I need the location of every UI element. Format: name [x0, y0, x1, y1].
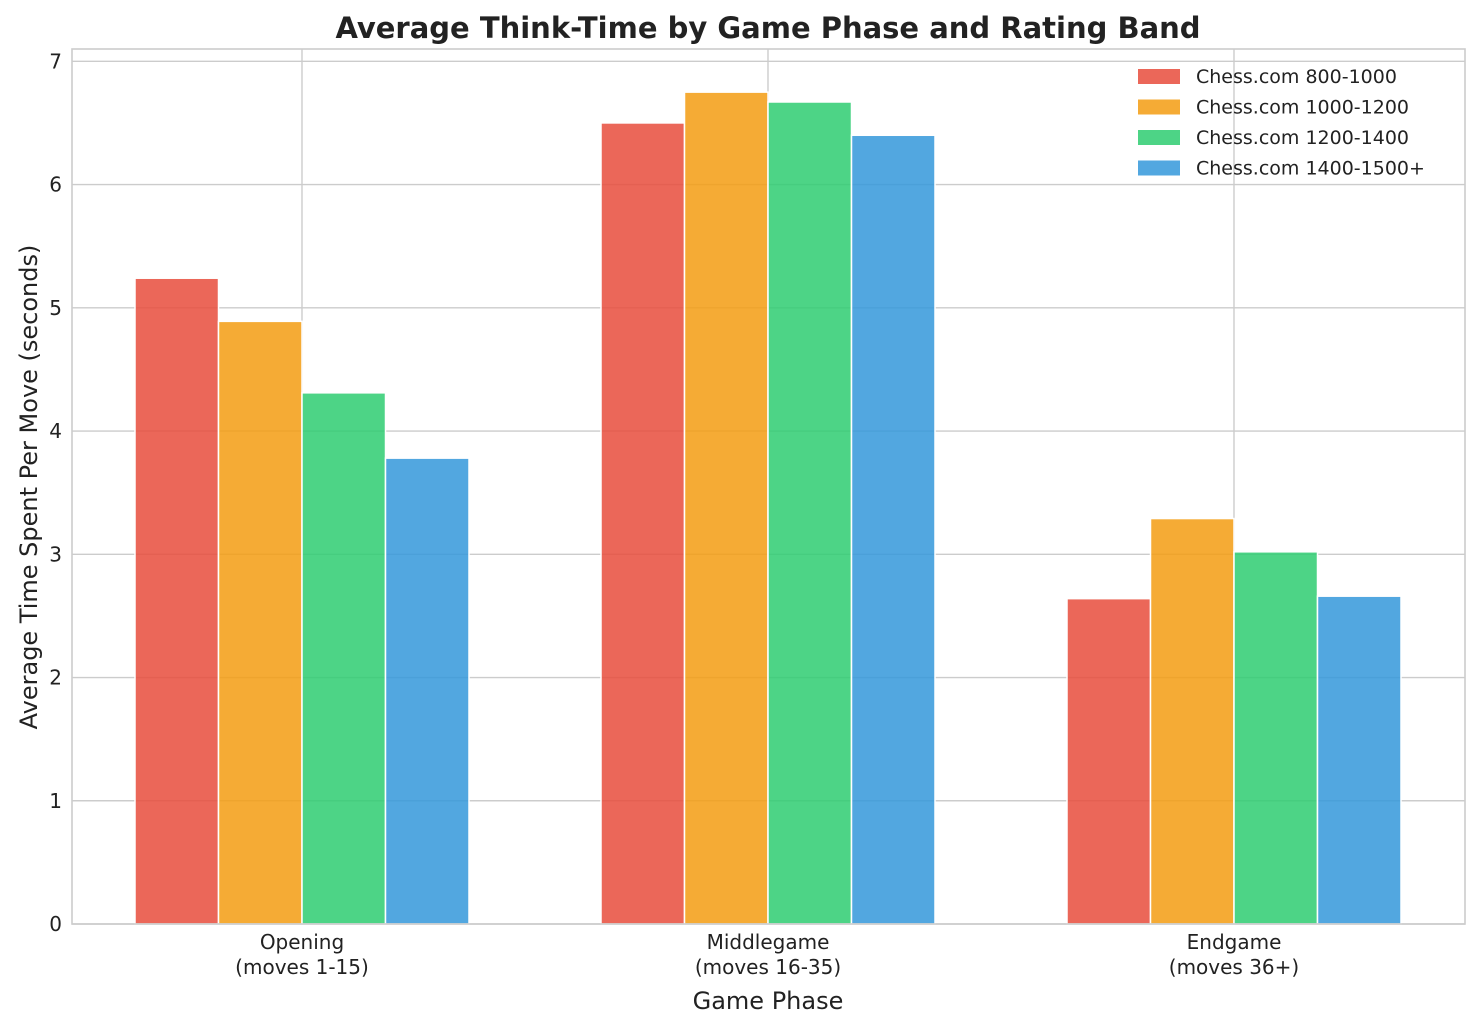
legend-swatch: [1138, 160, 1180, 176]
bar: [683, 91, 769, 925]
bar: [1316, 595, 1402, 925]
bar: [1233, 551, 1319, 925]
bar: [1149, 517, 1235, 925]
chart-title: Average Think-Time by Game Phase and Rat…: [335, 11, 1200, 45]
bar: [217, 320, 303, 925]
x-axis-ticks: Opening(moves 1-15) Middlegame(moves 16-3…: [235, 930, 1299, 979]
bar: [134, 277, 220, 925]
bars: [134, 91, 1402, 925]
y-axis-ticks: 0 1 2 3 4 5 6 7: [49, 49, 62, 936]
y-tick-label: 6: [49, 173, 62, 197]
legend-label: Chess.com 800-1000: [1196, 66, 1397, 88]
legend-swatch: [1138, 130, 1180, 145]
y-tick-label: 3: [49, 542, 62, 566]
y-tick-label: 7: [49, 49, 62, 73]
legend: Chess.com 800-1000 Chess.com 1000-1200 Che…: [1138, 66, 1425, 180]
y-axis-label: Average Time Spent Per Move (seconds): [15, 245, 43, 730]
legend-swatch: [1138, 99, 1180, 115]
x-tick-label: (moves 1-15): [235, 955, 369, 979]
bar: [301, 392, 387, 925]
bar: [600, 122, 686, 925]
x-tick-label: (moves 16-35): [695, 955, 841, 979]
y-tick-label: 5: [49, 296, 62, 320]
y-tick-label: 2: [49, 666, 62, 690]
x-axis-label: Game Phase: [693, 987, 844, 1015]
y-tick-label: 4: [49, 419, 62, 443]
legend-label: Chess.com 1000-1200: [1196, 97, 1409, 119]
x-tick-label: Endgame: [1187, 930, 1282, 954]
bar: [384, 457, 470, 925]
y-tick-label: 0: [49, 912, 62, 936]
x-tick-label: Middlegame: [707, 930, 830, 954]
bar: [767, 101, 853, 925]
plot-frame: [71, 48, 1466, 925]
bar: [1066, 597, 1152, 925]
legend-swatch: [1138, 69, 1180, 84]
bar: [850, 134, 936, 925]
x-tick-label: (moves 36+): [1169, 955, 1299, 979]
legend-label: Chess.com 1200-1400: [1196, 127, 1409, 149]
y-tick-label: 1: [49, 789, 62, 813]
x-tick-label: Opening: [260, 930, 344, 954]
legend-label: Chess.com 1400-1500+: [1196, 158, 1425, 180]
